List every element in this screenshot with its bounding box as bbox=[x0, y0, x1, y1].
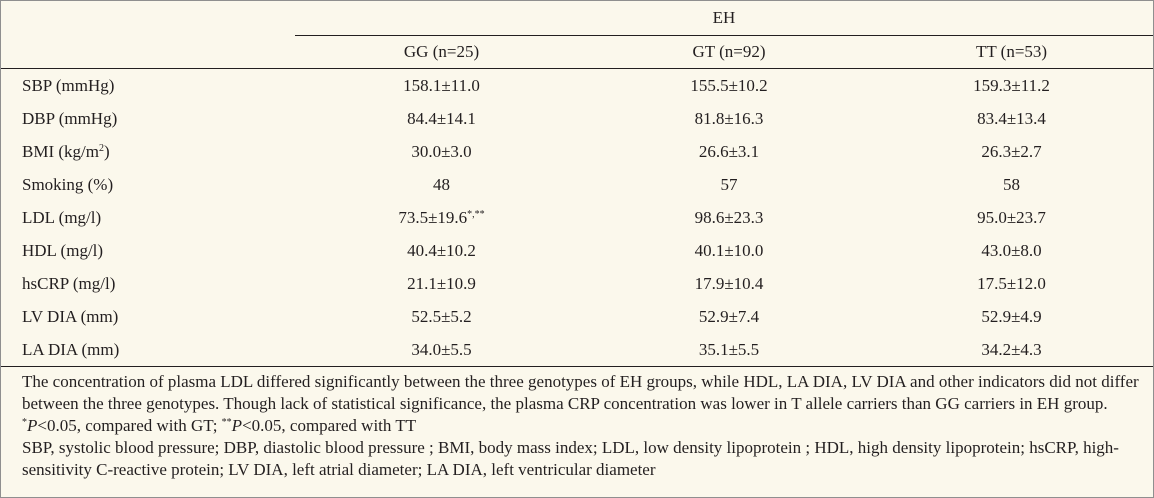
header-spacer bbox=[1, 1, 295, 36]
row-label: SBP (mmHg) bbox=[22, 75, 115, 95]
footnote-1-text: <0.05, compared with GT; bbox=[37, 416, 222, 435]
row-label: hsCRP (mg/l) bbox=[22, 273, 116, 293]
cell-tt: 95.0±23.7 bbox=[977, 207, 1046, 227]
table-row-hdl: HDL (mg/l) 40.4±10.2 40.1±10.0 43.0±8.0 bbox=[1, 234, 1153, 267]
cell-tt: 17.5±12.0 bbox=[977, 273, 1046, 293]
column-header-gg: GG (n=25) bbox=[295, 35, 588, 69]
table-row-bmi: BMI (kg/m2) 30.0±3.0 26.6±3.1 26.3±2.7 bbox=[1, 135, 1153, 168]
footnote-paragraph: The concentration of plasma LDL differed… bbox=[22, 371, 1141, 437]
abbreviations-note: SBP, systolic blood pressure; DBP, diast… bbox=[22, 438, 1119, 479]
row-label: HDL (mg/l) bbox=[22, 240, 104, 260]
footnote-text: The concentration of plasma LDL differed… bbox=[22, 372, 1139, 413]
table-row-la-dia: LA DIA (mm) 34.0±5.5 35.1±5.5 34.2±4.3 bbox=[1, 333, 1154, 367]
cell-tt: 159.3±11.2 bbox=[973, 75, 1050, 95]
cell-gt: 40.1±10.0 bbox=[694, 240, 764, 260]
column-header-row: GG (n=25) GT (n=92) TT (n=53) bbox=[1, 35, 1154, 69]
group-header-row: EH bbox=[1, 1, 1154, 36]
table-row-sbp: SBP (mmHg) 158.1±11.0 155.5±10.2 159.3±1… bbox=[1, 69, 1153, 103]
cell-gg: 40.4±10.2 bbox=[407, 240, 476, 260]
cell-tt: 83.4±13.4 bbox=[977, 108, 1046, 128]
row-label: LA DIA (mm) bbox=[1, 333, 295, 367]
cell-tt: 34.2±4.3 bbox=[870, 333, 1154, 367]
cell-gt: 57 bbox=[720, 174, 738, 194]
cell-gg: 30.0±3.0 bbox=[411, 141, 472, 161]
cell-gg: 158.1±11.0 bbox=[403, 75, 480, 95]
row-label: Smoking (%) bbox=[22, 174, 114, 194]
row-label: BMI (kg/m2) bbox=[1, 135, 295, 168]
cell-gg: 73.5±19.6*,** bbox=[295, 201, 588, 234]
cell-tt: 52.9±4.9 bbox=[981, 306, 1042, 326]
cell-gt: 26.6±3.1 bbox=[698, 141, 760, 161]
row-label-tail: ) bbox=[103, 141, 110, 161]
cell-tt: 58 bbox=[1003, 174, 1021, 194]
superscript: 2 bbox=[98, 142, 104, 154]
footnote-marker-1: * bbox=[22, 417, 27, 428]
cell-gg: 84.4±14.1 bbox=[407, 108, 476, 128]
cell-gt: 52.9±7.4 bbox=[698, 306, 760, 326]
table-row-hscrp: hsCRP (mg/l) 21.1±10.9 17.9±10.4 17.5±12… bbox=[1, 267, 1153, 300]
table-row-smoking: Smoking (%) 48 57 58 bbox=[1, 168, 1153, 201]
table-row-dbp: DBP (mmHg) 84.4±14.1 81.8±16.3 83.4±13.4 bbox=[1, 102, 1153, 135]
footnote-2-text: <0.05, compared with TT bbox=[242, 416, 417, 435]
cell-gg: 34.0±5.5 bbox=[295, 333, 588, 367]
cell-gt: 98.6±23.3 bbox=[694, 207, 764, 227]
cell-gg: 52.5±5.2 bbox=[411, 306, 472, 326]
row-label: LV DIA (mm) bbox=[22, 306, 119, 326]
cell-gt: 81.8±16.3 bbox=[694, 108, 764, 128]
cell-gg: 21.1±10.9 bbox=[407, 273, 476, 293]
table-row-ldl: LDL (mg/l) 73.5±19.6*,** 98.6±23.3 95.0±… bbox=[1, 201, 1153, 234]
cell-tt: 43.0±8.0 bbox=[981, 240, 1042, 260]
row-label: LDL (mg/l) bbox=[22, 207, 102, 227]
data-table: EH GG (n=25) GT (n=92) TT (n=53) SBP (mm… bbox=[1, 1, 1154, 367]
p-symbol: P bbox=[231, 416, 243, 435]
p-symbol: P bbox=[27, 416, 38, 435]
cell-value: 73.5±19.6 bbox=[398, 207, 468, 227]
group-header-eh: EH bbox=[295, 1, 1154, 36]
cell-gt: 35.1±5.5 bbox=[588, 333, 870, 367]
footnote-marker-2: ** bbox=[221, 417, 232, 428]
header-spacer bbox=[1, 35, 295, 69]
table-footnotes: The concentration of plasma LDL differed… bbox=[1, 367, 1153, 481]
cell-gg: 48 bbox=[433, 174, 450, 194]
cell-gt: 155.5±10.2 bbox=[690, 75, 768, 95]
table-row-lv-dia: LV DIA (mm) 52.5±5.2 52.9±7.4 52.9±4.9 bbox=[1, 300, 1153, 333]
cell-gt: 17.9±10.4 bbox=[694, 273, 764, 293]
column-header-gt: GT (n=92) bbox=[588, 35, 870, 69]
cell-tt: 26.3±2.7 bbox=[981, 141, 1042, 161]
row-label-text: BMI (kg/m bbox=[22, 141, 99, 161]
significance-marker: *,** bbox=[467, 208, 485, 220]
column-header-tt: TT (n=53) bbox=[870, 35, 1154, 69]
row-label: DBP (mmHg) bbox=[22, 108, 118, 128]
